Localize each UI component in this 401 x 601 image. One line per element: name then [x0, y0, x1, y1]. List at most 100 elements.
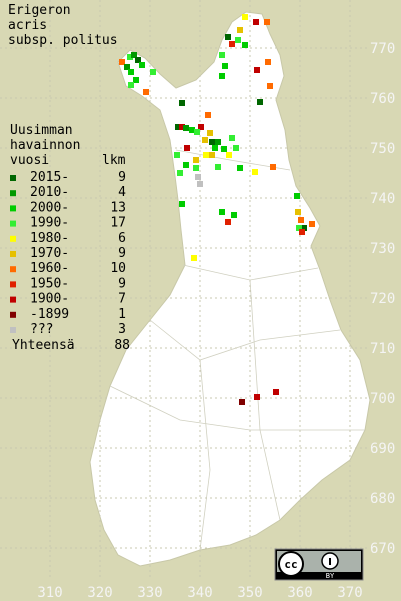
- legend-swatch: [10, 220, 16, 227]
- observation: [195, 174, 201, 180]
- legend-label: 2000-: [30, 200, 69, 215]
- observation: [219, 73, 225, 79]
- observation: [270, 164, 276, 170]
- title: Erigeron: [8, 3, 71, 18]
- observation: [221, 146, 227, 152]
- observation: [197, 181, 203, 187]
- legend-swatch: [10, 235, 16, 242]
- legend-label: 2010-: [30, 185, 69, 200]
- observation: [175, 124, 181, 130]
- legend-count: 7: [118, 292, 126, 307]
- y-tick-label: 770: [370, 41, 395, 57]
- x-tick-label: 310: [37, 585, 62, 601]
- observation: [183, 125, 189, 131]
- observation: [177, 170, 183, 176]
- observation: [207, 130, 213, 136]
- observation: [253, 19, 259, 25]
- legend-total: 88: [114, 338, 130, 353]
- legend-count: 4: [118, 185, 126, 200]
- legend-label: 1970-: [30, 246, 69, 261]
- observation: [257, 99, 263, 105]
- legend-label: 1960-: [30, 261, 69, 276]
- observation: [219, 209, 225, 215]
- legend-count: 17: [110, 216, 126, 231]
- country-outline: [89, 11, 371, 567]
- observation: [135, 57, 141, 63]
- observation: [299, 229, 305, 235]
- x-tick-label: 340: [187, 585, 212, 601]
- legend-heading: lkm: [102, 153, 126, 168]
- observation: [183, 162, 189, 168]
- legend-label: 1900-: [30, 292, 69, 307]
- observation: [242, 14, 248, 20]
- observation: [239, 399, 245, 405]
- region-borders: [109, 149, 365, 551]
- y-tick-label: 680: [370, 491, 395, 507]
- observation: [237, 165, 243, 171]
- observation: [254, 67, 260, 73]
- legend-total-label: Yhteensä: [12, 338, 75, 353]
- x-tick-label: 370: [337, 585, 362, 601]
- observation: [179, 100, 185, 106]
- observation: [191, 255, 197, 261]
- observation: [231, 212, 237, 218]
- legend-swatch: [10, 296, 16, 303]
- observation: [127, 54, 133, 60]
- legend-swatch: [10, 266, 16, 273]
- observation: [124, 64, 130, 70]
- legend-count: 13: [110, 200, 126, 215]
- observation: [296, 225, 302, 231]
- observation: [189, 127, 195, 133]
- legend-count: 6: [118, 231, 126, 246]
- observation: [128, 82, 134, 88]
- observation: [273, 389, 279, 395]
- observation: [229, 135, 235, 141]
- legend-heading: vuosi: [10, 153, 49, 168]
- legend-label: -1899: [30, 307, 69, 322]
- legend-count: 9: [118, 170, 126, 185]
- observation: [235, 37, 241, 43]
- legend-swatch: [10, 251, 16, 257]
- observation: [301, 225, 307, 231]
- y-tick-label: 740: [370, 191, 395, 207]
- y-tick-label: 760: [370, 91, 395, 107]
- svg-text:cc: cc: [284, 558, 297, 571]
- legend-swatch: [10, 327, 16, 333]
- legend-label: 1990-: [30, 216, 69, 231]
- observation: [205, 112, 211, 118]
- observation: [133, 77, 139, 83]
- observation: [193, 165, 199, 171]
- license-label: BY: [326, 572, 335, 580]
- observation: [193, 157, 199, 163]
- observation: [254, 394, 260, 400]
- observation: [242, 42, 248, 48]
- legend-count: 9: [118, 246, 126, 261]
- legend-count: 9: [118, 276, 126, 291]
- observation: [194, 129, 200, 135]
- observation: [131, 52, 137, 58]
- observation: [267, 83, 273, 89]
- y-tick-label: 710: [370, 341, 395, 357]
- x-tick-label: 350: [237, 585, 262, 601]
- legend-count: 1: [118, 307, 126, 322]
- legend-heading: Uusimman: [10, 123, 73, 138]
- legend-swatch: [10, 311, 16, 318]
- legend-label: 2015-: [30, 170, 69, 185]
- observation: [212, 145, 218, 151]
- observation: [174, 152, 180, 158]
- observation: [150, 69, 156, 75]
- observation: [252, 169, 258, 175]
- observation: [233, 145, 239, 151]
- title: subsp. politus: [8, 33, 118, 48]
- legend-heading: havainnon: [10, 138, 80, 153]
- legend-swatch: [10, 190, 16, 197]
- observation: [202, 137, 208, 143]
- observation: [229, 41, 235, 47]
- observation: [143, 89, 149, 95]
- legend-label: ???: [30, 322, 53, 337]
- observation: [139, 62, 145, 68]
- observation: [179, 201, 185, 207]
- y-tick-label: 700: [370, 391, 395, 407]
